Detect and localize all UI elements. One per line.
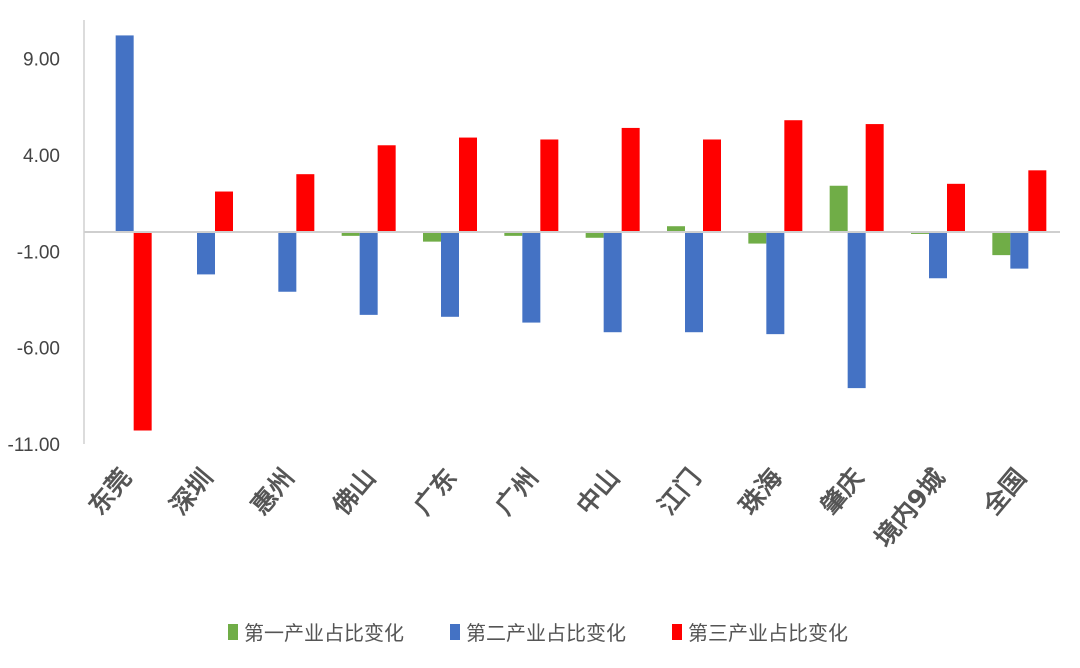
bar-s1-10 (829, 185, 848, 232)
bar-s2-5 (441, 232, 459, 317)
bar-s2-10 (847, 232, 866, 389)
bar-s2-11 (929, 232, 947, 279)
bar-s2-6 (522, 232, 541, 323)
bar-s1-12 (992, 232, 1011, 256)
legend-label: 第二产业占比变化 (466, 621, 626, 645)
bar-s3-12 (1028, 170, 1047, 232)
x-category-label: 惠州 (246, 463, 300, 520)
bar-series-group (115, 35, 1047, 431)
legend-label: 第三产业占比变化 (688, 621, 848, 645)
bar-s2-4 (359, 232, 378, 315)
bar-s1-4 (341, 232, 360, 236)
legend-swatch (672, 624, 682, 640)
y-tick-label: 4.00 (23, 146, 60, 167)
x-category-label: 中山 (571, 463, 625, 520)
bar-s3-3 (296, 174, 315, 232)
bar-s3-1 (133, 232, 152, 431)
x-category-label: 东莞 (83, 463, 137, 520)
y-tick-label: -1.00 (17, 242, 60, 263)
x-category-label: 肇庆 (815, 463, 869, 520)
bar-s1-5 (423, 232, 441, 242)
x-axis-categories: 东莞 深圳 惠州 佛山 广东 广州 中山 江门 珠海 肇庆 境内9城 全国 (83, 463, 1032, 552)
bar-s1-6 (504, 232, 523, 236)
bar-s1-8 (667, 226, 685, 232)
bar-s2-8 (685, 232, 703, 333)
bar-s2-3 (278, 232, 297, 292)
x-category-label: 珠海 (734, 463, 788, 520)
bar-s3-5 (459, 137, 477, 232)
y-tick-label: -11.00 (8, 435, 60, 456)
bar-s2-2 (197, 232, 215, 275)
bar-s3-2 (215, 191, 233, 232)
bar-s2-1 (115, 35, 134, 232)
bar-s3-8 (703, 139, 721, 232)
y-axis-ticks: 9.00 4.00 -1.00 -6.00 -11.00 (8, 50, 60, 456)
bar-s2-7 (603, 232, 622, 333)
y-tick-label: -6.00 (17, 339, 60, 360)
legend: 第一产业占比变化 第二产业占比变化 第三产业占比变化 (228, 621, 848, 645)
bar-s1-7 (585, 232, 604, 238)
bar-s2-9 (766, 232, 785, 335)
x-category-label: 境内9城 (869, 463, 951, 552)
bar-s3-10 (865, 124, 884, 232)
bar-s2-12 (1010, 232, 1029, 269)
bar-s3-6 (540, 139, 559, 232)
bar-s3-9 (784, 120, 803, 232)
legend-swatch (450, 624, 460, 640)
bar-s1-9 (748, 232, 767, 244)
bar-s3-4 (377, 145, 396, 232)
x-category-label: 全国 (977, 463, 1032, 521)
x-category-label: 佛山 (326, 463, 381, 521)
y-tick-label: 9.00 (23, 50, 60, 71)
legend-swatch (228, 624, 238, 640)
legend-label: 第一产业占比变化 (244, 621, 404, 645)
x-category-label: 广州 (490, 463, 544, 520)
bar-s3-7 (621, 127, 640, 232)
x-category-label: 广东 (408, 463, 462, 520)
bar-s3-11 (947, 183, 965, 232)
x-category-label: 深圳 (164, 463, 218, 520)
x-category-label: 江门 (652, 463, 706, 520)
